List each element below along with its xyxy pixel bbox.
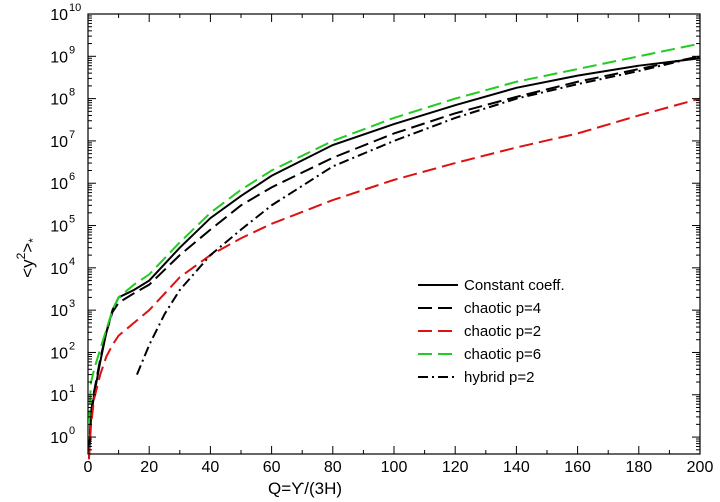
y-tick-exponent: 4 [69, 256, 75, 268]
x-tick-label: 200 [687, 459, 714, 476]
y-axis-title-sup: 2 [14, 252, 28, 259]
y-tick-exponent: 1 [69, 383, 75, 395]
y-tick-exponent: 6 [69, 171, 75, 183]
legend-label-1: chaotic p=4 [464, 300, 541, 317]
series-line-0 [87, 57, 701, 460]
plot-area [87, 13, 701, 455]
y-tick-label: 10 [50, 303, 68, 320]
legend-label-4: hybrid p=2 [464, 369, 534, 386]
y-tick-label: 10 [50, 261, 68, 278]
y-axis-title-sub: * [26, 238, 40, 243]
x-tick-label: 140 [503, 459, 530, 476]
y-tick-label: 10 [50, 430, 68, 447]
x-axis: 0 20 40 60 80 100 120 140 160 180 200 [84, 14, 714, 476]
y-tick-label: 10 [50, 92, 68, 109]
y-tick-exponent: 10 [69, 2, 81, 14]
y-axis-title: <y2>* [14, 238, 40, 278]
y-tick-exponent: 2 [69, 340, 75, 352]
x-tick-label: 0 [84, 459, 93, 476]
y-tick-label: 10 [50, 176, 68, 193]
legend-label-2: chaotic p=2 [464, 323, 541, 340]
y-tick-exponent: 8 [69, 87, 75, 99]
series-line-4 [136, 55, 701, 375]
x-axis-title: Q=ϒ/(3H) [268, 479, 342, 498]
x-tick-label: 180 [625, 459, 652, 476]
y-tick-label: 10 [50, 7, 68, 24]
y-tick-exponent: 0 [69, 425, 75, 437]
series-layer [87, 42, 701, 460]
y-tick-label: 10 [50, 388, 68, 405]
svg-text:<y2>*: <y2>* [14, 238, 40, 278]
x-tick-label: 160 [564, 459, 591, 476]
y-tick-exponent: 3 [69, 298, 75, 310]
y-tick-label: 10 [50, 219, 68, 236]
x-tick-label: 60 [263, 459, 281, 476]
y-tick-label: 10 [50, 134, 68, 151]
legend-label-0: Constant coeff. [464, 277, 565, 294]
series-line-2 [87, 97, 701, 460]
series-line-3 [87, 42, 701, 425]
x-tick-label: 120 [442, 459, 469, 476]
x-tick-label: 80 [324, 459, 342, 476]
x-tick-label: 20 [140, 459, 158, 476]
y-axis-title-open: <y [18, 259, 37, 278]
legend: Constant coeff. chaotic p=4 chaotic p=2 cha… [418, 277, 565, 386]
y-tick-label: 10 [50, 345, 68, 362]
y-tick-label: 10 [50, 49, 68, 66]
series-line-1 [87, 55, 701, 454]
x-tick-label: 40 [202, 459, 220, 476]
y-axis-title-close: > [18, 243, 37, 253]
y-tick-exponent: 5 [69, 214, 75, 226]
y-tick-exponent: 7 [69, 129, 75, 141]
legend-label-3: chaotic p=6 [464, 346, 541, 363]
y-tick-exponent: 9 [69, 44, 75, 56]
x-tick-label: 100 [381, 459, 408, 476]
